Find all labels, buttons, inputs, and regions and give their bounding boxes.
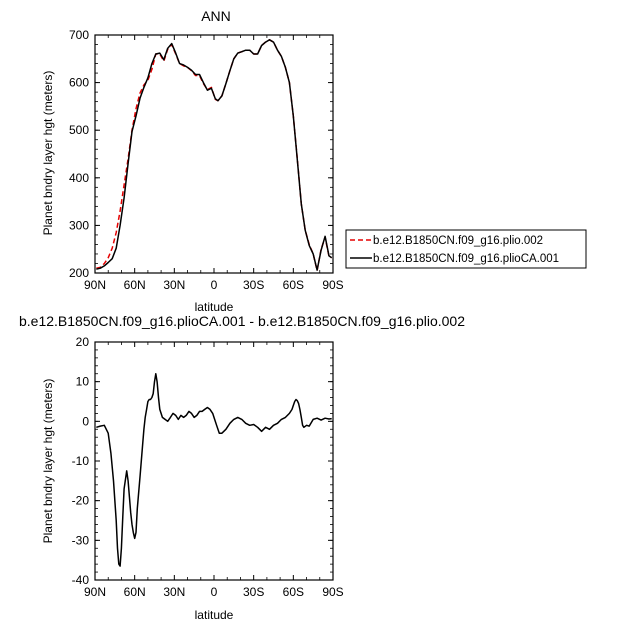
top-xtick-label: 30N: [163, 278, 185, 292]
top-xtick-label: 30S: [243, 278, 264, 292]
top-xtick-label: 90N: [84, 278, 106, 292]
top-xtick-label: 60S: [283, 278, 304, 292]
bottom-chart-xlabel: latitude: [195, 608, 234, 622]
bottom-ytick-label: 10: [76, 375, 90, 389]
bottom-chart: b.e12.B1850CN.f09_g16.plioCA.001 - b.e12…: [19, 313, 465, 622]
bottom-xtick-label: 30N: [163, 585, 185, 599]
legend-box: [345, 229, 587, 269]
top-ytick-label: 200: [69, 266, 89, 280]
bottom-xtick-label: 90S: [322, 585, 343, 599]
bottom-ytick-label: -40: [72, 573, 90, 587]
bottom-ytick-label: 20: [76, 335, 90, 349]
bottom-xtick-label: 90N: [84, 585, 106, 599]
bottom-ytick-label: -30: [72, 533, 90, 547]
legend: b.e12.B1850CN.f09_g16.plio.002 b.e12.B18…: [345, 229, 587, 269]
bottom-chart-ylabel: Planet bndry layer hgt (meters): [41, 379, 55, 544]
top-ytick-label: 600: [69, 76, 89, 90]
bottom-xtick-label: 60N: [124, 585, 146, 599]
bottom-ytick-label: -10: [72, 454, 90, 468]
top-xtick-label: 60N: [124, 278, 146, 292]
bottom-ytick-label: 0: [82, 414, 89, 428]
legend-label-plio-002: b.e12.B1850CN.f09_g16.plio.002: [373, 235, 543, 247]
top-xtick-label: 0: [211, 278, 218, 292]
top-series-line-1: [96, 39, 333, 271]
top-chart: ANN Planet bndry layer hgt (meters) lati…: [41, 8, 344, 314]
bottom-ytick-label: -20: [72, 494, 90, 508]
top-chart-title: ANN: [201, 8, 231, 24]
bottom-chart-title: b.e12.B1850CN.f09_g16.plioCA.001 - b.e12…: [19, 313, 465, 329]
bottom-xtick-label: 0: [211, 585, 218, 599]
top-xtick-label: 90S: [322, 278, 343, 292]
legend-label-plioca-001: b.e12.B1850CN.f09_g16.plioCA.001: [373, 253, 559, 265]
top-ytick-label: 400: [69, 171, 89, 185]
top-chart-ylabel: Planet bndry layer hgt (meters): [41, 71, 55, 236]
bottom-plot-frame: [94, 341, 334, 581]
top-ytick-label: 500: [69, 123, 89, 137]
bottom-xtick-label: 30S: [243, 585, 264, 599]
top-chart-xlabel: latitude: [195, 300, 234, 314]
bottom-xtick-label: 60S: [283, 585, 304, 599]
bottom-series-line-0: [96, 372, 332, 567]
top-ytick-label: 300: [69, 218, 89, 232]
top-ytick-label: 700: [69, 28, 89, 42]
